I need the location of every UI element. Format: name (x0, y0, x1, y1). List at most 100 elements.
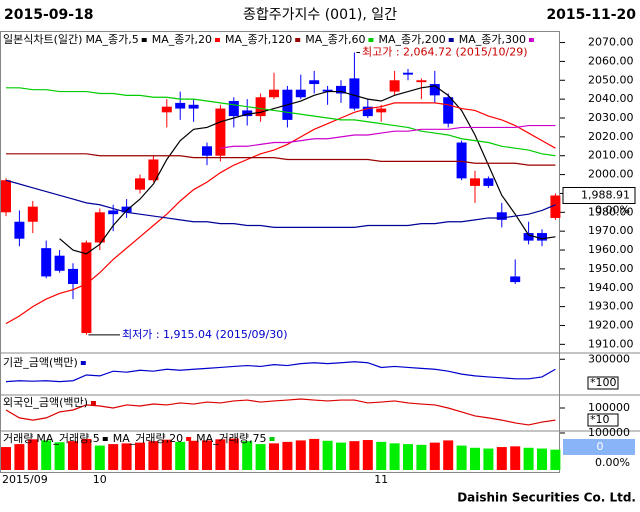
candle-body (228, 101, 239, 117)
candle-body (537, 233, 547, 241)
volume-bar (41, 440, 52, 470)
legend-swatch (102, 437, 108, 441)
multiplier-box (587, 376, 619, 390)
candle-body (336, 85, 346, 94)
candle-body (81, 242, 92, 334)
volume-bar (322, 440, 333, 470)
y-tick-label: 1920.00 (588, 318, 634, 331)
y-tick-label: 1960.00 (588, 243, 634, 256)
candle-body (1, 180, 11, 213)
y-tick-label: 2030.00 (588, 111, 634, 124)
y-tick-label: 300000 (588, 352, 630, 365)
volume-bar (416, 444, 427, 470)
legend-swatch (528, 38, 534, 42)
legend-label: 외국인_금액(백만) (3, 396, 88, 409)
volume-bar (483, 448, 494, 470)
ma-line (6, 87, 556, 157)
candle-body (202, 146, 212, 156)
legend-swatch (295, 38, 301, 42)
y-tick-label: 1910.00 (588, 337, 634, 350)
volume-bar (188, 440, 199, 470)
candle-body (121, 206, 132, 213)
change-label: 0.00% (595, 203, 630, 216)
x-tick-label: 2015/09 (2, 473, 48, 486)
y-tick-label: 1930.00 (588, 300, 634, 313)
legend-label: 기관_금액(백만) (3, 356, 78, 369)
candle-body (41, 248, 52, 277)
candle-body (94, 212, 105, 243)
candle-body (309, 80, 320, 85)
last-label: 0 (597, 440, 604, 453)
legend-label: MA_종가,60 (305, 33, 365, 46)
footer: Daishin Securities Co. Ltd. (457, 491, 636, 505)
legend-label: 일본식차트(일간) (3, 32, 82, 46)
candle-body (429, 84, 440, 96)
candle-body (242, 110, 253, 117)
volume-bar (148, 441, 159, 470)
volume-bar (443, 440, 454, 470)
annotation: 최저가 : 1,915.04 (2015/09/30) (122, 328, 288, 341)
volume-bar (403, 444, 413, 470)
volume-bar (215, 439, 226, 470)
volume-bar (14, 444, 25, 470)
candle-body (416, 80, 427, 83)
candle-body (175, 102, 186, 109)
volume-bar (1, 447, 11, 470)
candle-body (14, 221, 25, 239)
candle-body (295, 89, 306, 98)
volume-bar (309, 438, 320, 470)
y-tick-label: 2050.00 (588, 73, 634, 86)
legend-label: MA_종가,120 (225, 33, 292, 46)
candle-body (389, 80, 400, 92)
volume-bar (496, 447, 507, 470)
ma-line (59, 85, 556, 255)
candle-body (215, 108, 226, 156)
volume-bar (269, 443, 279, 470)
y-tick-label: 2000.00 (588, 168, 634, 181)
candle-body (27, 206, 38, 222)
chart-title: 종합주가지수 (001), 일간 (243, 7, 397, 23)
candle-body (496, 212, 507, 220)
ma-line (6, 153, 556, 166)
volume-bar (175, 441, 186, 470)
y-tick-label: 100000 (588, 401, 630, 414)
volume-bar (336, 442, 346, 470)
candle-body (135, 178, 145, 190)
y-tick-label: 100000 (588, 426, 630, 439)
volume-bar (94, 445, 105, 470)
volume-bar (54, 442, 65, 470)
end-date: 2015-11-20 (546, 7, 636, 23)
volume-bar (282, 441, 293, 470)
y-tick-label: 2060.00 (588, 54, 634, 67)
y-tick-label: 2020.00 (588, 130, 634, 143)
candle-body (108, 210, 119, 215)
volume-bar (349, 441, 360, 470)
multiplier: *10 (590, 413, 610, 426)
y-tick-label: 1950.00 (588, 262, 634, 275)
volume-bar (550, 449, 561, 470)
candle-body (510, 276, 521, 283)
legend-swatch (186, 437, 192, 441)
volume-bar (27, 439, 38, 470)
candle-body (322, 89, 333, 92)
volume-bar (161, 439, 172, 470)
legend-label: MA_거래량,75 (196, 432, 266, 445)
line (5, 398, 556, 426)
candle-body (362, 106, 373, 117)
legend-label: MA_종가,20 (152, 33, 212, 46)
y-tick-label: 2010.00 (588, 149, 634, 162)
volume-bar (295, 440, 306, 470)
ma-line (220, 124, 556, 149)
volume-bar (523, 447, 534, 470)
candle-body (523, 233, 534, 241)
change-label: 0.00% (595, 456, 630, 469)
plot-frame (0, 31, 560, 473)
legend-swatch (368, 38, 374, 42)
volume-bar (255, 444, 266, 470)
candle-body (68, 268, 78, 284)
legend-label: MA_거래량,20 (113, 432, 183, 445)
volume-bar (376, 441, 387, 470)
multiplier-box (587, 413, 619, 427)
ma-line (5, 179, 556, 228)
